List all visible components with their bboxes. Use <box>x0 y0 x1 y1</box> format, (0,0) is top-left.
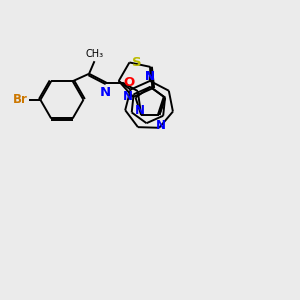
Text: N: N <box>100 86 111 99</box>
Text: N: N <box>156 118 166 132</box>
Text: N: N <box>135 104 145 117</box>
Text: N: N <box>145 70 155 83</box>
Text: O: O <box>123 76 134 89</box>
Text: CH₃: CH₃ <box>85 49 103 59</box>
Text: N: N <box>145 70 155 83</box>
Text: N: N <box>122 90 133 103</box>
Text: Br: Br <box>13 93 28 106</box>
Text: S: S <box>132 56 142 69</box>
